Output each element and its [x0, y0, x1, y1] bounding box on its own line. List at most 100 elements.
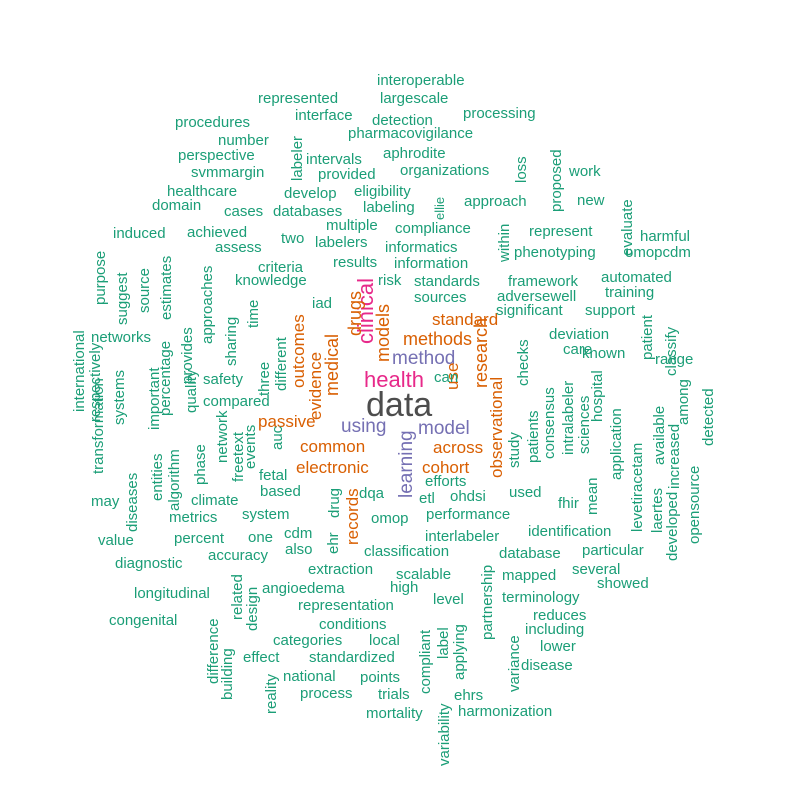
word: conditions	[319, 616, 387, 633]
word: interface	[295, 107, 353, 124]
word: applying	[451, 624, 468, 680]
word: level	[433, 591, 464, 608]
word: passive	[258, 412, 316, 431]
word: identification	[528, 523, 612, 540]
word: increased	[666, 423, 683, 489]
word: across	[433, 438, 484, 457]
word: represented	[258, 90, 339, 107]
word: perspective	[178, 147, 255, 164]
word: may	[91, 493, 120, 510]
word: new	[577, 192, 605, 209]
word: iad	[312, 295, 333, 312]
word: one	[248, 529, 274, 546]
word: compared	[203, 393, 270, 410]
word: cohort	[422, 458, 470, 477]
word: methods	[403, 329, 473, 349]
word: climate	[191, 492, 239, 509]
word: process	[300, 685, 353, 702]
word: work	[569, 163, 601, 180]
word: number	[218, 132, 269, 149]
word: databases	[273, 203, 343, 220]
word: largescale	[380, 90, 449, 107]
word: accuracy	[208, 547, 269, 564]
word: database	[499, 545, 561, 562]
word: available	[651, 405, 668, 465]
word: intralabeler	[560, 380, 577, 455]
word: using	[341, 416, 387, 437]
word: pharmacovigilance	[348, 125, 474, 142]
word: extraction	[308, 561, 374, 578]
word: suggest	[114, 272, 131, 325]
word: labelers	[315, 234, 368, 251]
word: known	[582, 345, 626, 362]
word: mean	[584, 477, 601, 515]
word: purpose	[92, 250, 109, 305]
word: significant	[496, 302, 563, 319]
word: including	[525, 621, 585, 638]
word: longitudinal	[134, 585, 210, 602]
word: knowledge	[235, 272, 307, 289]
word: approach	[464, 193, 527, 210]
word: can	[434, 369, 459, 386]
word: care	[563, 341, 593, 358]
word: diseases	[124, 472, 141, 532]
word: local	[369, 632, 400, 649]
word: consensus	[541, 387, 558, 459]
word: cdm	[284, 525, 313, 542]
word: phenotyping	[514, 244, 596, 261]
word: risk	[378, 272, 402, 289]
word: reality	[263, 673, 280, 714]
word: detected	[700, 388, 717, 446]
word: categories	[273, 632, 343, 649]
word: showed	[597, 575, 649, 592]
word: performance	[426, 506, 511, 523]
word: omop	[371, 510, 409, 527]
word: classification	[364, 543, 450, 560]
word: three	[256, 361, 273, 396]
word: metrics	[169, 509, 218, 526]
word: healthcare	[167, 183, 238, 200]
word: compliant	[417, 629, 434, 694]
word: several	[572, 561, 621, 578]
word: used	[509, 484, 542, 501]
word: labeling	[363, 199, 415, 216]
word: intervals	[306, 151, 362, 168]
word: related	[229, 574, 246, 620]
word: harmful	[640, 228, 691, 245]
word: scalable	[396, 566, 452, 583]
word: assess	[215, 239, 262, 256]
word: disease	[521, 657, 573, 674]
word: different	[273, 337, 290, 391]
word: ehrs	[454, 687, 484, 704]
word: events	[242, 424, 259, 469]
word: terminology	[502, 589, 580, 606]
word: cases	[224, 203, 264, 220]
word: data	[366, 386, 433, 424]
word: eligibility	[354, 183, 411, 200]
word: interoperable	[377, 72, 465, 89]
word: detection	[372, 112, 433, 129]
word: network	[214, 410, 231, 463]
word: partnership	[479, 564, 496, 640]
word: important	[146, 367, 163, 430]
word: two	[281, 230, 305, 247]
word: drugs	[345, 290, 365, 336]
word: auc	[269, 425, 286, 450]
word: lower	[540, 638, 576, 655]
word: medical	[322, 333, 342, 396]
word: ellie	[432, 196, 447, 220]
word: particular	[582, 542, 644, 559]
word: reduces	[533, 607, 587, 624]
word: variability	[436, 703, 453, 766]
word: interlabeler	[425, 528, 500, 545]
word: adversewell	[497, 288, 577, 305]
word: deviation	[549, 326, 610, 343]
word: efforts	[425, 473, 467, 490]
word: international	[71, 330, 88, 412]
word: source	[136, 267, 153, 313]
word: processing	[463, 105, 536, 122]
word: drug	[326, 487, 343, 518]
word: mortality	[366, 705, 423, 722]
word: induced	[113, 225, 166, 242]
